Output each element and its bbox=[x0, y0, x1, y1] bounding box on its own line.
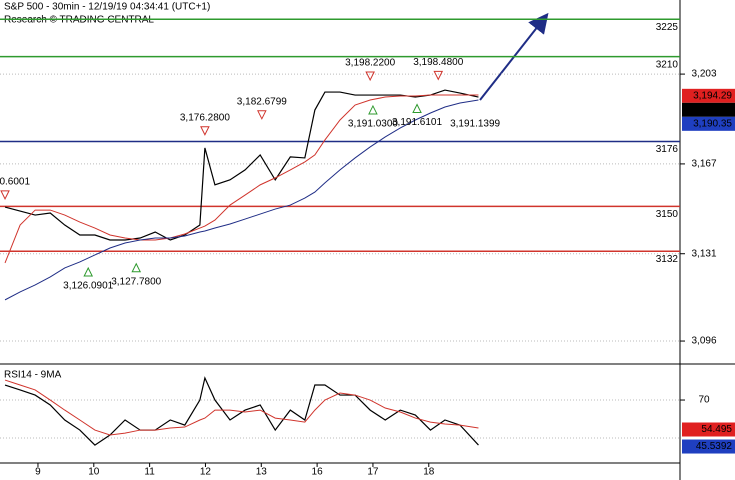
x-tick-label: 9 bbox=[35, 467, 41, 478]
y-tick-label: 3,096 bbox=[691, 336, 716, 347]
high-label: 3,198.2200 bbox=[345, 58, 395, 69]
high-marker bbox=[200, 126, 210, 136]
price-tag bbox=[682, 439, 735, 454]
series-line bbox=[4, 89, 479, 241]
y-tick-label: 70 bbox=[698, 395, 710, 406]
x-tick-label: 13 bbox=[256, 467, 268, 478]
series-line bbox=[4, 376, 479, 446]
low-label: 3,191.6101 bbox=[392, 117, 442, 128]
price-tag-label: 3,194.29 bbox=[693, 90, 732, 101]
level-label: 3225 bbox=[656, 22, 679, 33]
low-label: 3,191.0300 bbox=[348, 119, 398, 130]
high-marker bbox=[433, 70, 444, 81]
y-tick-label: 3,167 bbox=[691, 159, 716, 170]
series-line bbox=[4, 94, 479, 264]
price-tag bbox=[682, 88, 735, 103]
price-tag-label: 45.5392 bbox=[696, 441, 733, 452]
level-label: 3132 bbox=[656, 254, 679, 265]
series-line bbox=[4, 99, 479, 301]
high-label: 3,176.2800 bbox=[180, 112, 230, 123]
low-marker bbox=[368, 104, 378, 115]
low-label: 3,127.7800 bbox=[111, 276, 161, 287]
price-tag bbox=[682, 116, 735, 131]
level-label: 3150 bbox=[656, 209, 679, 220]
x-tick-label: 16 bbox=[312, 467, 324, 478]
low-marker bbox=[131, 262, 142, 273]
x-tick-label: 17 bbox=[367, 467, 379, 478]
chart-subtitle: Research © TRADING CENTRAL bbox=[4, 15, 154, 26]
low-label: 3,126.0901 bbox=[63, 281, 113, 292]
rsi-title: RSI14 - 9MA bbox=[4, 370, 62, 381]
series-line bbox=[4, 379, 479, 436]
x-tick-label: 12 bbox=[200, 467, 212, 478]
low-marker bbox=[83, 266, 94, 277]
x-tick-label: 11 bbox=[144, 467, 155, 478]
projection-arrow bbox=[479, 12, 549, 101]
level-label: 3210 bbox=[656, 59, 679, 70]
last-label: 3,191.1399 bbox=[450, 118, 500, 129]
price-tag bbox=[682, 102, 735, 117]
low-marker bbox=[412, 103, 422, 114]
level-label: 3176 bbox=[656, 144, 679, 155]
high-label: 3,182.6799 bbox=[237, 96, 287, 107]
high-marker bbox=[0, 190, 10, 200]
chart-title: S&P 500 - 30min - 12/19/19 04:34:41 (UTC… bbox=[4, 2, 210, 13]
x-tick-label: 18 bbox=[423, 467, 435, 478]
price-tag bbox=[682, 422, 735, 437]
price-tag-label: 3,191.14 bbox=[693, 104, 732, 115]
y-tick-label: 3,203 bbox=[691, 69, 716, 80]
price-tag-label: 54.495 bbox=[701, 424, 732, 435]
high-marker bbox=[365, 71, 375, 82]
x-tick-label: 10 bbox=[88, 467, 100, 478]
price-tag-label: 3,190.35 bbox=[693, 118, 732, 129]
high-marker bbox=[257, 110, 267, 120]
high-label: 3,198.4800 bbox=[413, 57, 463, 68]
y-tick-label: 3,131 bbox=[691, 248, 716, 259]
high-label: 3,150.6001 bbox=[0, 176, 30, 187]
